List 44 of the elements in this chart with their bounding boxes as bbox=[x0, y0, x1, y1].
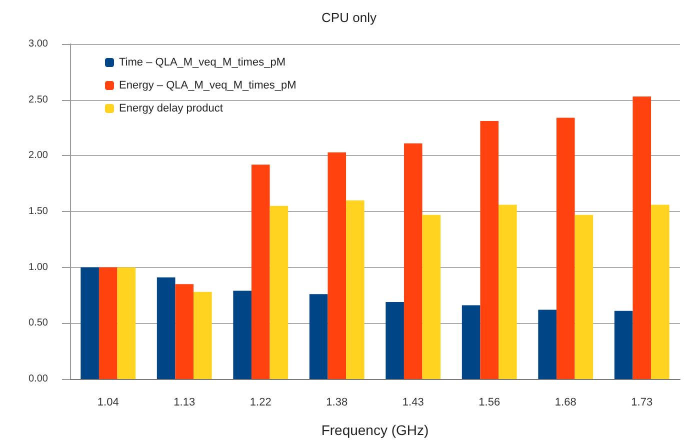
bar bbox=[632, 96, 652, 379]
y-tick-label: 0.50 bbox=[28, 318, 48, 329]
x-axis-title: Frequency (GHz) bbox=[321, 422, 429, 438]
bar bbox=[270, 206, 288, 379]
bar bbox=[80, 267, 99, 379]
legend-label: Energy – QLA_M_veq_M_times_pM bbox=[119, 80, 296, 92]
bar bbox=[556, 118, 575, 379]
bar bbox=[328, 152, 346, 379]
bar bbox=[404, 143, 422, 379]
bar bbox=[175, 284, 194, 379]
x-tick-label: 1.73 bbox=[631, 396, 653, 408]
bar bbox=[156, 277, 176, 379]
x-tick-label: 1.04 bbox=[97, 396, 119, 408]
x-tick-label: 1.38 bbox=[326, 396, 348, 408]
y-tick-label: 1.50 bbox=[28, 206, 48, 217]
legend-label: Time – QLA_M_veq_M_times_pM bbox=[119, 56, 286, 68]
y-tick-label: 0.00 bbox=[28, 374, 48, 384]
x-tick-label: 1.68 bbox=[554, 396, 576, 408]
x-tick-label: 1.22 bbox=[250, 396, 272, 408]
bar bbox=[194, 292, 212, 379]
bar bbox=[386, 302, 404, 379]
bar bbox=[574, 214, 594, 379]
bar bbox=[538, 310, 556, 379]
bar bbox=[251, 164, 270, 379]
y-tick-label: 3.00 bbox=[28, 38, 48, 50]
bar bbox=[346, 200, 364, 379]
chart-title: CPU only bbox=[322, 10, 377, 25]
y-tick-label: 2.00 bbox=[28, 150, 48, 162]
bar bbox=[422, 214, 441, 379]
bar bbox=[117, 267, 136, 379]
bar bbox=[480, 121, 499, 379]
y-tick-label: 1.00 bbox=[28, 262, 48, 273]
x-tick-label: 1.56 bbox=[478, 396, 500, 408]
bar bbox=[462, 305, 480, 379]
bar bbox=[614, 310, 633, 379]
bar bbox=[498, 204, 517, 379]
x-tick-label: 1.13 bbox=[174, 396, 196, 408]
bar bbox=[233, 290, 252, 379]
bar bbox=[309, 294, 328, 379]
bar bbox=[651, 204, 670, 379]
y-tick-label: 2.50 bbox=[28, 94, 48, 106]
x-tick-label: 1.43 bbox=[402, 396, 424, 408]
legend-label: Energy delay product bbox=[119, 102, 223, 114]
bar bbox=[98, 267, 118, 379]
